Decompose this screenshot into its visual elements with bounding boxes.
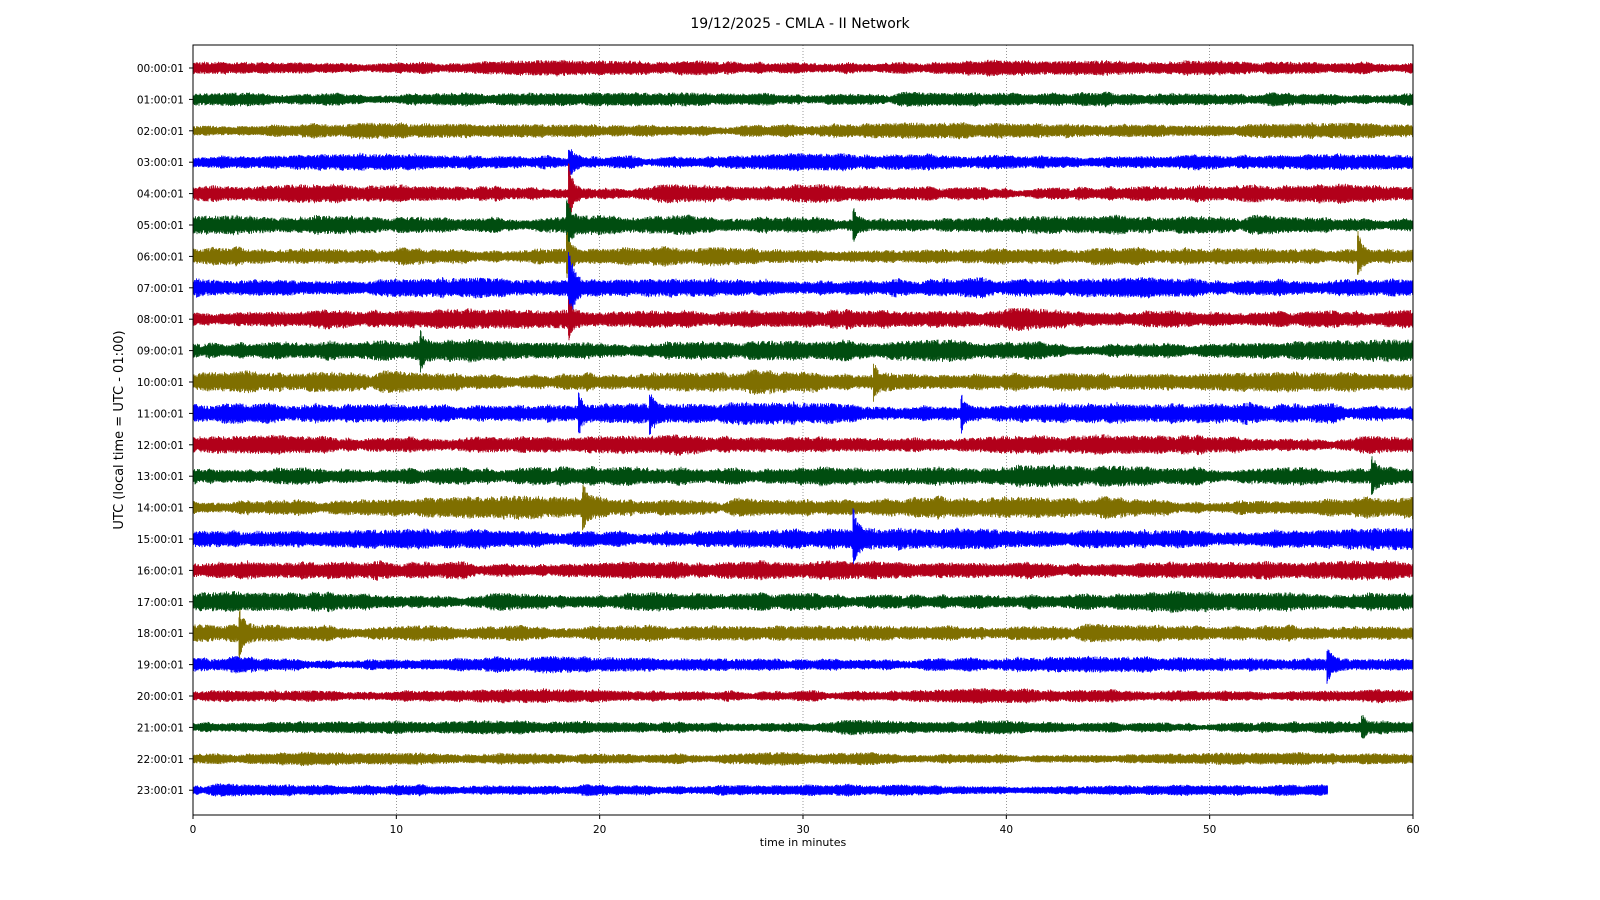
y-tick-label: 07:00:01: [137, 283, 184, 295]
y-tick-label: 05:00:01: [137, 220, 184, 232]
x-axis-label: time in minutes: [760, 836, 847, 849]
y-axis-label: UTC (local time = UTC - 01:00): [112, 330, 127, 529]
x-tick-label: 50: [1203, 824, 1216, 836]
y-tick-label: 19:00:01: [137, 660, 184, 672]
y-tick-label: 00:00:01: [137, 63, 184, 75]
y-tick-label: 23:00:01: [137, 785, 184, 797]
y-tick-label: 13:00:01: [137, 471, 184, 483]
x-tick-label: 20: [593, 824, 606, 836]
y-tick-label: 08:00:01: [137, 314, 184, 326]
y-tick-label: 04:00:01: [137, 189, 184, 201]
x-tick-label: 30: [796, 824, 809, 836]
y-tick-label: 16:00:01: [137, 565, 184, 577]
x-tick-label: 0: [190, 824, 197, 836]
grid-lines: [396, 45, 1210, 815]
y-axis-ticks: 00:00:01 01:00:01 02:00:01 03:00:01 04:00:01…: [137, 63, 193, 797]
y-tick-label: 10:00:01: [137, 377, 184, 389]
y-tick-label: 01:00:01: [137, 94, 184, 106]
x-tick-label: 40: [1000, 824, 1013, 836]
y-tick-label: 09:00:01: [137, 346, 184, 358]
y-tick-label: 21:00:01: [137, 722, 184, 734]
y-tick-label: 11:00:01: [137, 408, 184, 420]
y-tick-label: 02:00:01: [137, 126, 184, 138]
y-tick-label: 14:00:01: [137, 503, 184, 515]
y-tick-label: 15:00:01: [137, 534, 184, 546]
y-tick-label: 17:00:01: [137, 597, 184, 609]
y-tick-label: 20:00:01: [137, 691, 184, 703]
x-axis-ticks: 0 10 20 30 40 50 60: [190, 815, 1420, 836]
y-tick-label: 03:00:01: [137, 157, 184, 169]
x-tick-label: 10: [390, 824, 403, 836]
y-tick-label: 06:00:01: [137, 251, 184, 263]
y-tick-label: 18:00:01: [137, 628, 184, 640]
y-tick-label: 12:00:01: [137, 440, 184, 452]
x-tick-label: 60: [1406, 824, 1419, 836]
y-tick-label: 22:00:01: [137, 754, 184, 766]
chart-title: 19/12/2025 - CMLA - II Network: [690, 16, 910, 32]
